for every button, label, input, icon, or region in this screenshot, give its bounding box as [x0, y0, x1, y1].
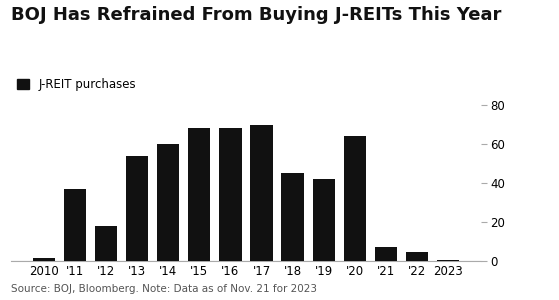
Bar: [219, 128, 241, 261]
Bar: [64, 189, 86, 261]
Bar: [250, 124, 273, 261]
Bar: [437, 260, 459, 261]
Bar: [126, 156, 148, 261]
Text: BOJ Has Refrained From Buying J-REITs This Year: BOJ Has Refrained From Buying J-REITs Th…: [11, 6, 501, 24]
Bar: [94, 226, 117, 261]
Bar: [32, 258, 55, 261]
Bar: [406, 252, 428, 261]
Bar: [157, 144, 179, 261]
Legend: J-REIT purchases: J-REIT purchases: [17, 78, 136, 91]
Text: Source: BOJ, Bloomberg. Note: Data as of Nov. 21 for 2023: Source: BOJ, Bloomberg. Note: Data as of…: [11, 284, 317, 294]
Bar: [344, 136, 366, 261]
Bar: [281, 173, 304, 261]
Bar: [375, 247, 397, 261]
Bar: [312, 179, 335, 261]
Bar: [188, 128, 211, 261]
